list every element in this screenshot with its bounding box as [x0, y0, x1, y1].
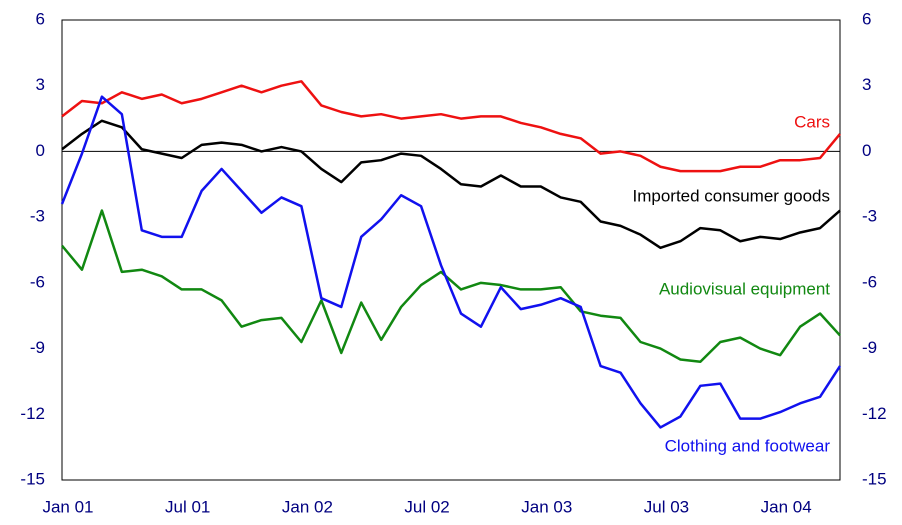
y2-tick-label: 6	[862, 9, 871, 28]
series-line	[61, 119, 841, 250]
y-tick-label: -12	[20, 404, 45, 423]
y-tick-label: -3	[30, 207, 45, 226]
x-tick-label: Jul 03	[644, 497, 689, 516]
y-tick-label: 6	[36, 9, 45, 28]
series-line	[61, 80, 841, 173]
x-tick-label: Jan 01	[42, 497, 93, 516]
series-label: Audiovisual equipment	[659, 279, 830, 298]
plot-frame	[61, 19, 841, 481]
y2-tick-label: -12	[862, 404, 887, 423]
y2-tick-label: -9	[862, 338, 877, 357]
x-tick-label: Jan 02	[282, 497, 333, 516]
series-label: Clothing and footwear	[665, 436, 831, 455]
y-tick-label: 0	[36, 141, 45, 160]
series-label: Cars	[794, 112, 830, 131]
y-tick-label: -15	[20, 469, 45, 488]
series-line	[61, 209, 841, 363]
x-tick-label: Jan 04	[761, 497, 812, 516]
series-label: Imported consumer goods	[633, 186, 831, 205]
y-tick-label: 3	[36, 75, 45, 94]
y2-tick-label: -15	[862, 469, 887, 488]
y-tick-label: -6	[30, 272, 45, 291]
y2-tick-label: -6	[862, 272, 877, 291]
x-tick-label: Jan 03	[521, 497, 572, 516]
x-tick-label: Jul 02	[404, 497, 449, 516]
x-tick-label: Jul 01	[165, 497, 210, 516]
y2-tick-label: 0	[862, 141, 871, 160]
y2-tick-label: 3	[862, 75, 871, 94]
y-tick-label: -9	[30, 338, 45, 357]
y2-tick-label: -3	[862, 207, 877, 226]
series-line	[60, 95, 842, 429]
